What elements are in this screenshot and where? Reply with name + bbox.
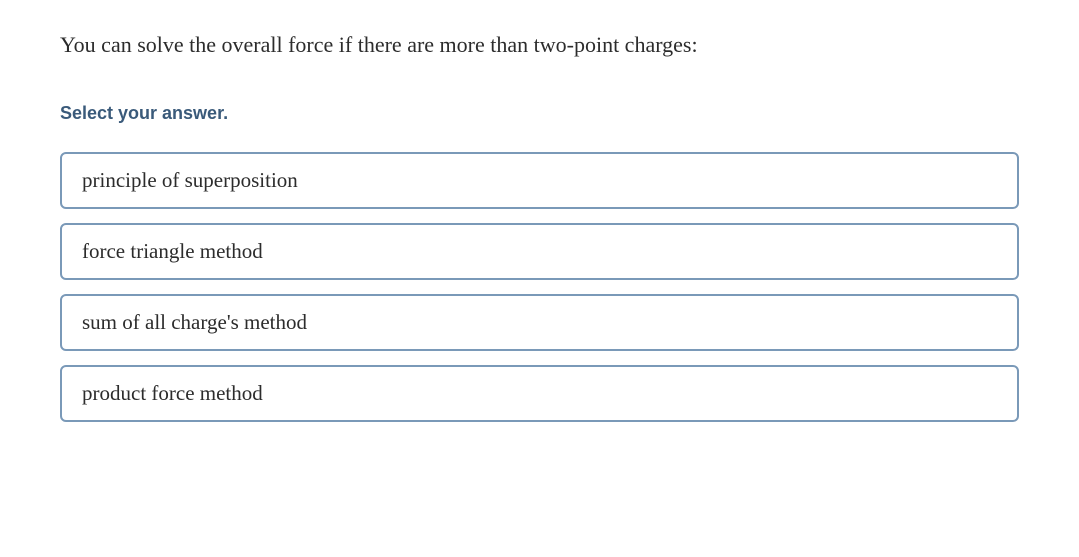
question-text: You can solve the overall force if there… (60, 30, 1019, 61)
instruction-label: Select your answer. (60, 103, 1019, 124)
answer-option-1[interactable]: force triangle method (60, 223, 1019, 280)
answer-option-2[interactable]: sum of all charge's method (60, 294, 1019, 351)
answer-option-0[interactable]: principle of superposition (60, 152, 1019, 209)
answer-option-3[interactable]: product force method (60, 365, 1019, 422)
options-container: principle of superposition force triangl… (60, 152, 1019, 422)
